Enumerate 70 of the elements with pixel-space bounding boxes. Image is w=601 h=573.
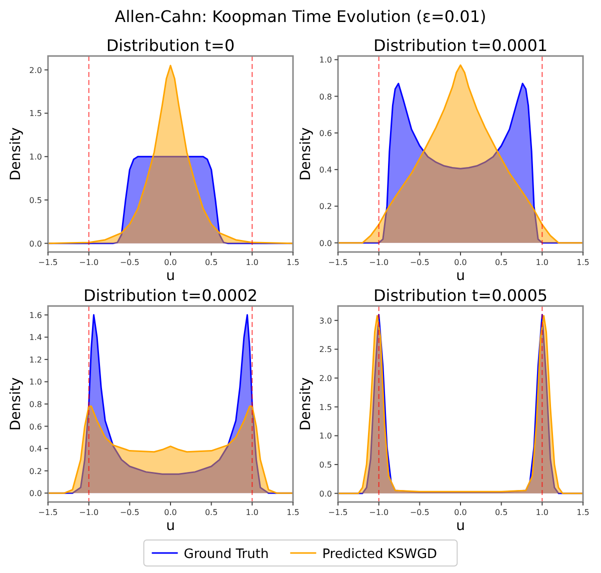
- y-tick-label: 1.0: [29, 152, 42, 162]
- y-tick-label: 3.0: [319, 316, 332, 326]
- x-axis-title: u: [456, 268, 465, 284]
- x-tick-label: 0.0: [454, 508, 467, 517]
- x-tick-label: 1.0: [246, 508, 259, 517]
- x-tick-label: −0.5: [410, 258, 430, 267]
- x-tick-label: 0.5: [204, 258, 218, 267]
- y-tick-label: 1.0: [29, 378, 42, 387]
- y-tick-label: 2.0: [29, 66, 42, 75]
- x-tick-label: 1.5: [286, 258, 300, 267]
- y-tick-label: 2.5: [319, 345, 332, 354]
- y-tick-label: 0.0: [319, 489, 332, 498]
- y-tick-label: 0.4: [29, 444, 42, 454]
- x-tick-label: −0.5: [410, 508, 430, 517]
- y-tick-label: 0.0: [29, 239, 42, 248]
- y-tick-label: 2.0: [319, 374, 332, 384]
- x-tick-label: −1.5: [328, 258, 348, 267]
- x-tick-label: −1.0: [369, 258, 389, 267]
- x-tick-label: 0.5: [494, 258, 508, 267]
- x-tick-label: 0.0: [164, 508, 177, 517]
- x-axis-title: u: [166, 268, 175, 284]
- x-tick-label: 0.0: [454, 258, 467, 267]
- x-tick-label: −1.5: [38, 258, 58, 267]
- y-tick-label: 0.2: [319, 202, 332, 212]
- x-tick-label: 1.5: [286, 508, 300, 517]
- x-tick-label: −0.5: [120, 258, 140, 267]
- y-tick-label: 0.5: [319, 460, 332, 470]
- y-tick-label: 0.4: [319, 166, 332, 175]
- y-axis-title: Density: [298, 377, 314, 431]
- y-axis-title: Density: [298, 127, 314, 181]
- x-tick-label: −1.5: [38, 508, 58, 517]
- y-tick-label: 0.5: [29, 196, 42, 205]
- y-tick-label: 1.2: [29, 355, 42, 364]
- chart-title: Distribution t=0: [106, 36, 235, 55]
- legend-label: Predicted KSWGD: [322, 547, 438, 562]
- x-tick-label: −1.5: [328, 508, 348, 517]
- y-tick-label: 0.6: [319, 128, 332, 138]
- y-tick-label: 0.2: [29, 466, 42, 476]
- x-tick-label: −1.0: [79, 508, 99, 517]
- y-tick-label: 0.0: [319, 238, 332, 248]
- y-tick-label: 1.5: [319, 402, 332, 412]
- chart-title: Distribution t=0.0002: [83, 286, 258, 305]
- x-tick-label: 1.0: [536, 258, 549, 267]
- y-tick-label: 1.0: [319, 432, 332, 441]
- legend-label: Ground Truth: [184, 547, 269, 562]
- chart-title: Distribution t=0.0005: [373, 286, 548, 305]
- x-axis-title: u: [166, 518, 175, 534]
- text: Allen-Cahn: Koopman Time Evolution (ε=0.01): [114, 7, 486, 26]
- x-tick-label: −1.0: [79, 258, 99, 267]
- x-tick-label: 1.0: [536, 508, 549, 517]
- y-tick-label: 1.6: [29, 310, 42, 320]
- y-axis-title: Density: [8, 127, 24, 181]
- y-tick-label: 1.0: [319, 56, 332, 65]
- x-tick-label: 1.5: [576, 258, 590, 267]
- x-axis-title: u: [456, 518, 465, 534]
- y-tick-label: 0.8: [319, 92, 332, 102]
- x-tick-label: −1.0: [369, 508, 389, 517]
- y-tick-label: 1.4: [29, 333, 42, 342]
- y-tick-label: 1.5: [29, 109, 42, 118]
- y-tick-label: 0.0: [29, 489, 42, 498]
- x-tick-label: −0.5: [120, 508, 140, 517]
- x-tick-label: 1.5: [576, 508, 590, 517]
- y-tick-label: 0.8: [29, 400, 42, 409]
- y-tick-label: 0.6: [29, 422, 42, 432]
- y-axis-title: Density: [8, 377, 24, 431]
- x-tick-label: 0.5: [494, 508, 508, 517]
- x-tick-label: 0.0: [164, 258, 177, 267]
- chart-title: Distribution t=0.0001: [373, 36, 548, 55]
- x-tick-label: 0.5: [204, 508, 218, 517]
- x-tick-label: 1.0: [246, 258, 259, 267]
